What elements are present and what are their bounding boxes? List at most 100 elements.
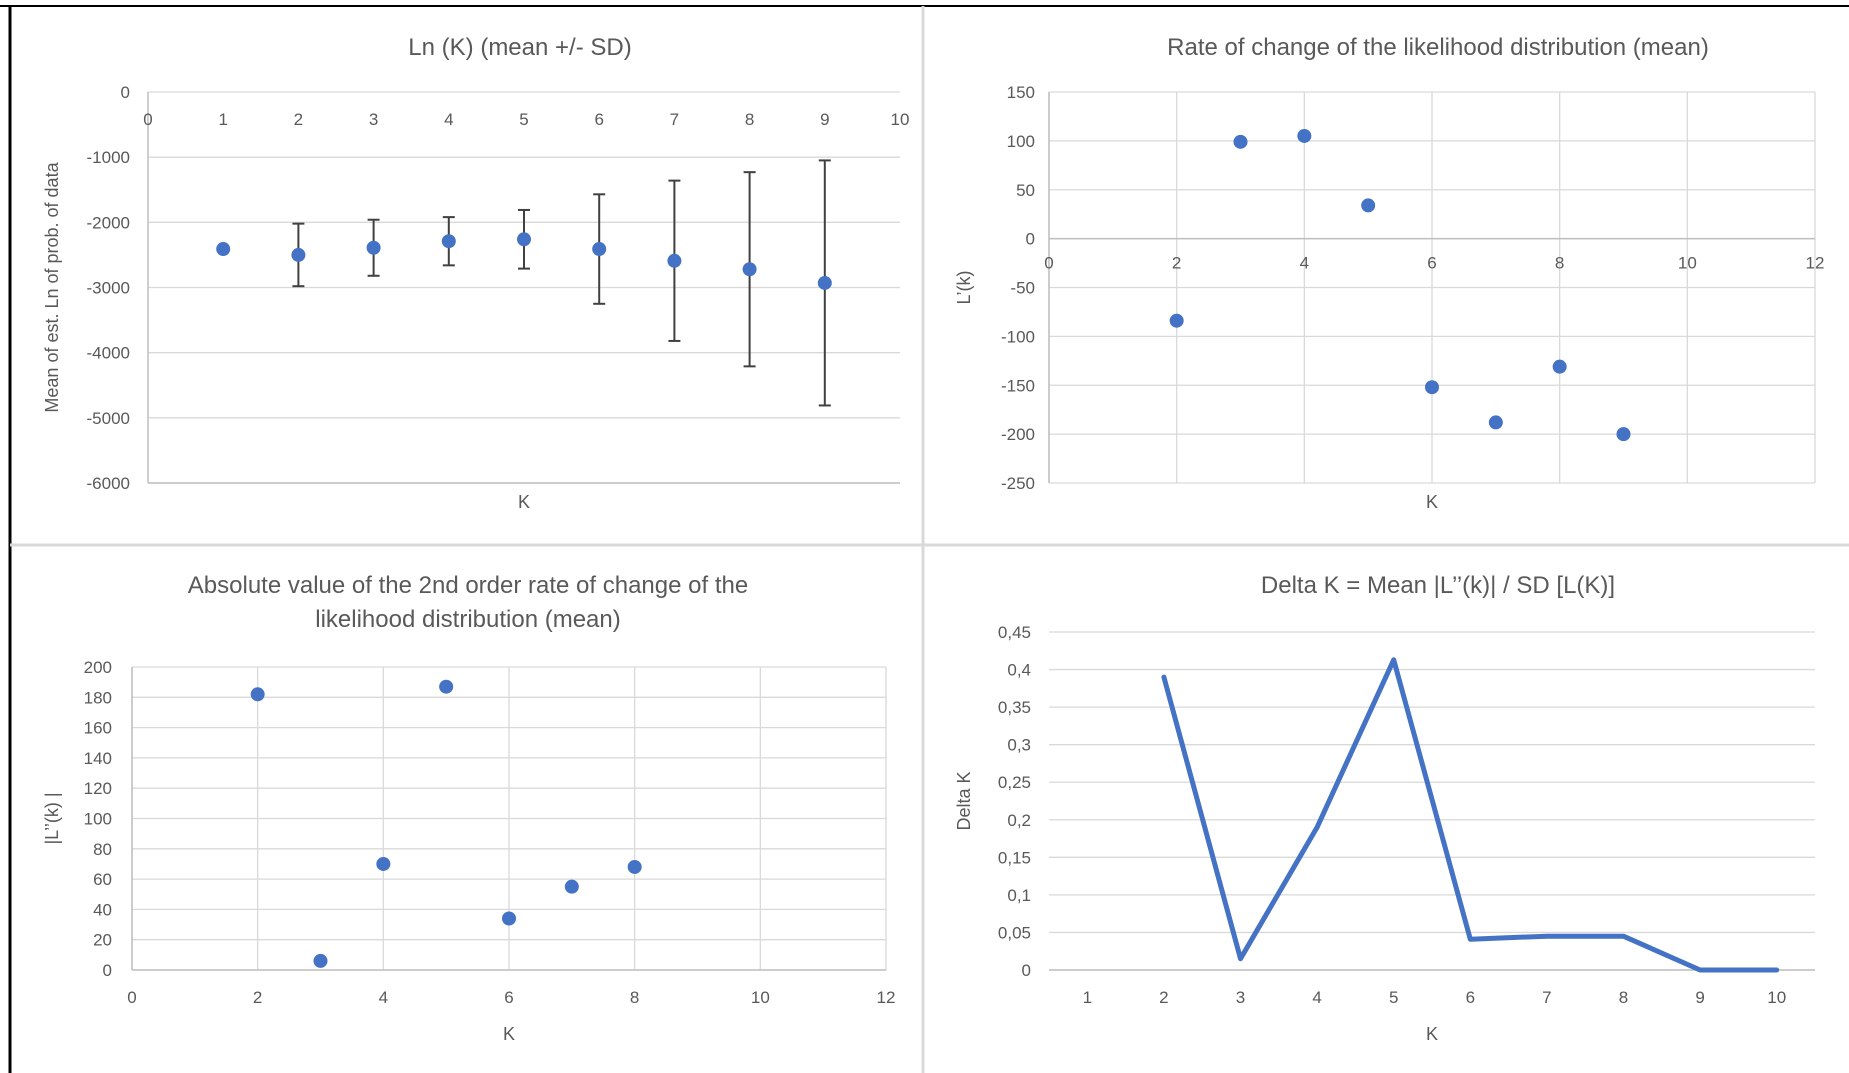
y-tick-label: -100 <box>1001 327 1035 346</box>
y-tick-label: 0,15 <box>998 848 1031 867</box>
data-point <box>667 253 682 268</box>
data-point <box>817 275 832 290</box>
y-tick-label: 120 <box>84 779 112 798</box>
y-tick-label: 0,05 <box>998 923 1031 942</box>
y-tick-label: 0,35 <box>998 698 1031 717</box>
y-tick-label: -1000 <box>87 148 130 167</box>
y-tick-label: 20 <box>93 931 112 950</box>
y-tick-label: 100 <box>84 810 112 829</box>
data-point <box>502 911 516 926</box>
y-tick-label: 40 <box>93 900 112 919</box>
x-tick-label: 3 <box>369 110 378 129</box>
data-point <box>1297 128 1312 143</box>
x-tick-label: 9 <box>820 110 829 129</box>
x-axis-label: K <box>503 1024 515 1044</box>
y-tick-label: 100 <box>1007 132 1035 151</box>
x-tick-label: 8 <box>745 110 754 129</box>
y-tick-label: 150 <box>1007 83 1035 102</box>
y-tick-label: -250 <box>1001 474 1035 493</box>
x-tick-label: 0 <box>1044 254 1053 273</box>
x-tick-label: 7 <box>670 110 679 129</box>
data-point <box>742 262 757 277</box>
y-axis-label: L’(k) <box>954 270 974 304</box>
chart-title: Rate of change of the likelihood distrib… <box>1167 34 1709 61</box>
x-tick-label: 8 <box>630 988 639 1007</box>
x-tick-label: 4 <box>1300 254 1309 273</box>
data-point <box>441 234 456 249</box>
x-tick-label: 10 <box>891 110 910 129</box>
x-axis-label: K <box>1426 492 1438 512</box>
y-tick-label: -6000 <box>87 474 130 493</box>
x-tick-label: 0 <box>127 988 136 1007</box>
data-point <box>1233 134 1248 149</box>
y-tick-label: 0 <box>121 83 130 102</box>
y-tick-label: 180 <box>84 688 112 707</box>
chart-title: Ln (K) (mean +/- SD) <box>408 34 631 61</box>
y-tick-label: -5000 <box>87 409 130 428</box>
series-line <box>1161 657 1780 973</box>
data-point <box>366 240 381 255</box>
x-tick-label: 10 <box>1767 988 1786 1007</box>
data-point <box>439 679 454 694</box>
data-point <box>517 232 531 247</box>
chart-rate-of-change: 150 100 50 0 -50 -100 -150 -200 -250 0 2 4 6 8 10 12 Rat… <box>954 34 1824 512</box>
y-tick-label: -4000 <box>87 344 130 363</box>
y-tick-label: -150 <box>1001 376 1035 395</box>
data-point <box>1616 427 1631 442</box>
x-tick-label: 6 <box>1427 254 1436 273</box>
y-axis-label: Delta K <box>954 771 974 830</box>
y-tick-label: 60 <box>93 870 112 889</box>
x-tick-label: 6 <box>594 110 603 129</box>
y-tick-label: 0,2 <box>1007 811 1031 830</box>
x-tick-label: 3 <box>1236 988 1245 1007</box>
chart-second-order-rate: 0 20 40 60 80 100 120 140 160 180 200 0 2 4 6 8 10 12 Abso… <box>42 572 895 1044</box>
y-tick-label: 140 <box>84 749 112 768</box>
y-axis-label: |L’’(k) | <box>42 792 62 844</box>
y-tick-label: 0,1 <box>1007 886 1031 905</box>
y-tick-label: 80 <box>93 840 112 859</box>
y-tick-label: -2000 <box>87 213 130 232</box>
y-tick-label: 0,25 <box>998 773 1031 792</box>
data-point <box>313 953 328 968</box>
data-point <box>1169 313 1184 328</box>
x-axis-label: K <box>1426 1024 1438 1044</box>
x-tick-label: 2 <box>253 988 262 1007</box>
data-point <box>1488 415 1503 430</box>
data-point <box>250 687 265 702</box>
x-tick-label: 5 <box>519 110 528 129</box>
x-axis-label: K <box>518 492 530 512</box>
chart-title: Absolute value of the 2nd order rate of … <box>188 572 748 599</box>
chart-title: likelihood distribution (mean) <box>315 606 620 633</box>
chart-title: Delta K = Mean |L’’(k)| / SD [L(K)] <box>1261 572 1615 599</box>
y-tick-label: 0 <box>1026 230 1035 249</box>
y-axis-label: Mean of est. Ln of prob. of data <box>42 161 62 412</box>
chart-ln-k: 0 -1000 -2000 -3000 -4000 -5000 -6000 0 1 2 3 4 5 6 7 8… <box>42 34 909 512</box>
y-tick-label: 0,45 <box>998 623 1031 642</box>
x-tick-label: 1 <box>218 110 227 129</box>
data-point <box>564 879 579 894</box>
y-tick-label: 200 <box>84 658 112 677</box>
x-tick-label: 6 <box>504 988 513 1007</box>
y-tick-label: 0,4 <box>1007 661 1031 680</box>
x-tick-label: 2 <box>1159 988 1168 1007</box>
x-tick-label: 1 <box>1083 988 1092 1007</box>
x-tick-label: 12 <box>877 988 896 1007</box>
x-tick-label: 9 <box>1695 988 1704 1007</box>
chart-delta-k: 0 0,05 0,1 0,15 0,2 0,25 0,3 0,35 0,4 0,45 1 2 3 4 5 6 7… <box>954 572 1815 1044</box>
panel-frames <box>0 5 1849 1073</box>
y-tick-label: -200 <box>1001 425 1035 444</box>
data-point <box>291 247 306 262</box>
x-tick-label: 4 <box>379 988 388 1007</box>
y-tick-label: 0 <box>1022 961 1031 980</box>
y-tick-label: -50 <box>1010 279 1035 298</box>
x-tick-label: 10 <box>751 988 770 1007</box>
data-point <box>592 242 607 257</box>
x-tick-label: 8 <box>1555 254 1564 273</box>
x-tick-label: 12 <box>1806 254 1825 273</box>
y-tick-label: 50 <box>1016 181 1035 200</box>
x-tick-label: 8 <box>1619 988 1628 1007</box>
x-tick-label: 2 <box>1172 254 1181 273</box>
x-tick-label: 4 <box>444 110 453 129</box>
